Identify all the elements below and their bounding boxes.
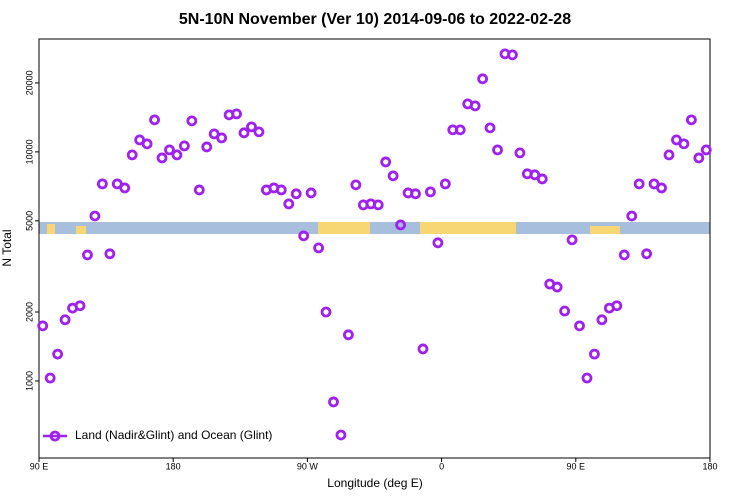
data-point <box>201 141 213 153</box>
data-point <box>514 147 526 159</box>
data-point <box>618 249 630 261</box>
data-point <box>410 188 421 200</box>
data-point <box>432 237 444 249</box>
data-point <box>44 372 56 384</box>
y-tick-label: 10000 <box>24 139 34 164</box>
data-point <box>439 178 451 190</box>
data-point <box>52 348 64 360</box>
data-point <box>380 156 392 168</box>
data-point <box>633 178 645 190</box>
land-patch <box>76 226 86 234</box>
data-point <box>581 372 593 384</box>
data-point <box>275 184 287 196</box>
data-point <box>164 144 175 156</box>
data-point <box>238 127 250 139</box>
data-point <box>231 108 242 120</box>
x-tick-label: 90 E <box>30 461 49 471</box>
data-point <box>656 182 667 194</box>
data-point <box>559 305 571 317</box>
land-patch <box>590 226 620 234</box>
data-point <box>693 152 705 164</box>
data-point <box>193 184 205 196</box>
data-point <box>395 219 406 231</box>
data-point <box>186 115 198 127</box>
data-point <box>178 140 190 152</box>
x-tick-label: 90 W <box>297 461 319 471</box>
data-point <box>149 114 160 126</box>
plot-frame <box>38 38 711 459</box>
y-tick-label: 5000 <box>24 211 34 231</box>
data-point <box>536 173 548 185</box>
data-point <box>253 126 265 138</box>
data-point <box>477 73 489 85</box>
land-patch <box>318 222 370 234</box>
data-point <box>298 230 310 242</box>
data-point <box>700 144 712 156</box>
y-tick-label: 20000 <box>24 70 34 95</box>
surface-band <box>39 222 710 234</box>
land-patch <box>420 222 516 234</box>
x-tick-label: 180 <box>166 461 181 471</box>
data-point <box>171 149 183 161</box>
y-tick-label: 1000 <box>24 371 34 391</box>
data-point <box>641 248 653 260</box>
data-point <box>574 320 585 332</box>
data-point <box>335 429 347 441</box>
legend-label: Land (Nadir&Glint) and Ocean (Glint) <box>75 428 272 442</box>
data-point <box>119 182 131 194</box>
x-tick-label: 180 <box>702 461 717 471</box>
data-point <box>589 348 600 360</box>
data-point <box>320 306 332 318</box>
data-point <box>507 49 518 61</box>
data-point <box>566 234 578 246</box>
data-point <box>372 199 384 211</box>
data-point <box>74 300 86 312</box>
data-point <box>469 100 481 112</box>
data-point <box>59 314 71 326</box>
ocean-band <box>39 222 710 234</box>
y-axis-label: N Total <box>0 229 14 266</box>
data-point <box>663 149 675 161</box>
data-point <box>484 122 496 134</box>
data-point <box>350 179 362 191</box>
data-point <box>37 320 49 332</box>
data-point <box>626 210 638 222</box>
data-point <box>492 144 503 156</box>
data-point <box>96 178 108 190</box>
data-point <box>454 124 466 136</box>
data-point <box>126 149 138 161</box>
data-point <box>328 396 339 408</box>
chart-title: 5N-10N November (Ver 10) 2014-09-06 to 2… <box>179 11 571 28</box>
data-point <box>425 186 436 198</box>
data-point <box>246 121 257 133</box>
x-tick-label: 0 <box>439 461 444 471</box>
data-point <box>141 138 153 150</box>
data-point <box>685 114 697 126</box>
data-point <box>156 152 168 164</box>
legend-marker <box>49 430 61 442</box>
data-point <box>611 300 623 312</box>
data-point <box>387 170 399 182</box>
data-point <box>82 249 93 261</box>
data-point <box>216 132 228 144</box>
data-point <box>596 314 608 326</box>
data-point <box>313 242 324 254</box>
x-tick-label: 90 E <box>567 461 586 471</box>
data-point <box>551 281 563 293</box>
data-point <box>104 248 116 260</box>
data-point <box>678 138 690 150</box>
land-patch <box>47 224 55 234</box>
data-point <box>89 210 101 222</box>
data-point <box>305 187 317 199</box>
y-tick-label: 2000 <box>24 302 34 322</box>
x-axis-label: Longitude (deg E) <box>327 476 422 490</box>
data-point <box>417 343 429 355</box>
data-point <box>343 329 354 341</box>
data-point <box>290 188 302 200</box>
data-point <box>283 198 295 210</box>
